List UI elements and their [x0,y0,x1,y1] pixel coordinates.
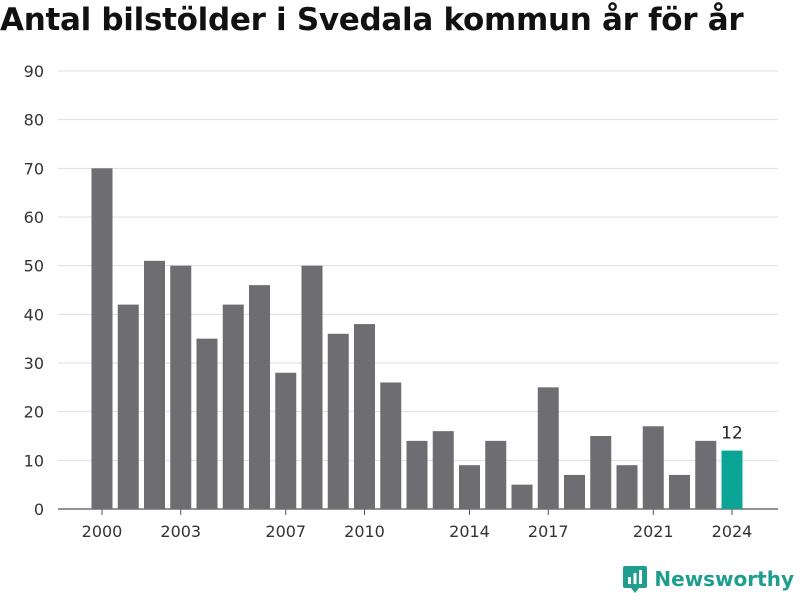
y-tick-label: 0 [34,500,44,519]
bar-2018 [564,474,585,509]
chart-title: Antal bilstölder i Svedala kommun år för… [0,2,744,38]
bar-2012 [406,440,428,509]
y-tick-label: 70 [24,159,44,178]
bar-2007 [275,372,297,509]
bar-2017 [537,387,559,509]
x-tick-label: 2003 [160,522,201,541]
x-tick-label: 2024 [712,522,753,541]
bar-2023 [695,440,717,509]
x-tick-label: 2021 [633,522,674,541]
bar-2021 [642,426,664,509]
x-axis-ticks: 2000 2003 2007 2010 2014 2017 2021 2024 [82,509,753,541]
bar-2009 [327,333,349,509]
bar-2020 [616,465,638,509]
bar-2008 [301,265,323,509]
y-tick-label: 50 [24,257,44,276]
bars [91,168,743,510]
bar-2016 [511,484,533,509]
bar-2015 [485,440,507,509]
newsworthy-logo: Newsworthy [622,564,794,594]
x-tick-label: 2017 [528,522,569,541]
bar-2022 [669,474,690,509]
data-labels: 12 [721,424,743,444]
x-tick-label: 2000 [82,522,123,541]
data-label: 12 [721,424,743,444]
y-tick-label: 10 [24,451,44,470]
y-tick-label: 60 [24,208,44,227]
bar-2019 [590,436,612,509]
bar-2004 [196,338,218,509]
y-tick-label: 90 [24,62,44,81]
bar-2024 [721,450,743,509]
bar-2002 [144,260,165,509]
bar-2001 [117,304,139,509]
bar-2000 [91,168,113,510]
y-tick-label: 40 [24,305,44,324]
bar-2006 [249,285,270,509]
y-tick-label: 80 [24,111,44,130]
y-tick-label: 30 [24,354,44,373]
x-tick-label: 2014 [449,522,490,541]
x-tick-label: 2010 [344,522,385,541]
bar-2003 [170,265,192,509]
y-axis-ticks: 0 10 20 30 40 50 60 70 80 90 [24,62,44,519]
bar-2005 [222,304,244,509]
bar-2011 [380,382,402,509]
brand-name: Newsworthy [654,567,794,591]
y-tick-label: 20 [24,403,44,422]
bar-2013 [432,431,454,509]
bar-2010 [354,324,375,509]
bar-2014 [459,465,480,509]
newsworthy-icon [623,566,648,593]
x-tick-label: 2007 [265,522,306,541]
